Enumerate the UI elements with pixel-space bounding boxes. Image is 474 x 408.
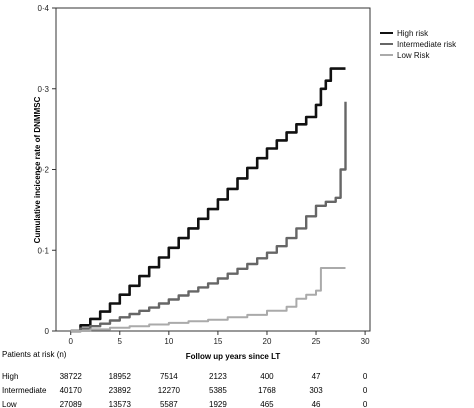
y-axis-title: Cumulative incicence rate of DNMMSC: [33, 96, 42, 243]
risk-row-label-high: High: [2, 372, 18, 381]
risk-table-title: Patients at risk (n): [2, 350, 67, 359]
risk-row-label-low: Low: [2, 400, 17, 408]
series-line-low: [70, 267, 346, 332]
risk-cell: 38722: [60, 372, 83, 381]
x-tick-label: 30: [361, 337, 370, 346]
plot-frame: [55, 7, 371, 332]
y-tick-label: 0·4: [37, 4, 49, 13]
legend-label-high: High risk: [397, 29, 429, 38]
risk-cell: 5587: [160, 400, 178, 408]
risk-cell: 5385: [209, 386, 227, 395]
risk-cells: 38722 18952 7514 2123 400 47 0 40170 23892 12270 5…: [60, 372, 368, 408]
series-line-intermediate: [70, 101, 347, 333]
x-tick-label: 10: [164, 337, 173, 346]
legend-label-intermediate: Intermediate risk: [397, 40, 457, 49]
x-tick-label: 5: [118, 337, 123, 346]
risk-cell: 47: [312, 372, 321, 381]
legend-label-low: Low Risk: [397, 51, 430, 60]
series-line-high: [70, 67, 346, 333]
risk-cell: 0: [363, 400, 368, 408]
risk-cell: 7514: [160, 372, 178, 381]
y-tick-label: 0·3: [37, 85, 49, 94]
x-tick-label: 25: [312, 337, 321, 346]
risk-cell: 46: [312, 400, 321, 408]
risk-cell: 1929: [209, 400, 227, 408]
risk-table: Patients at risk (n) High Intermediate L…: [2, 350, 368, 408]
risk-cell: 18952: [109, 372, 132, 381]
y-tick-label: 0·2: [37, 166, 49, 175]
x-tick-label: 20: [263, 337, 272, 346]
x-tick-label: 15: [213, 337, 222, 346]
y-tick-label: 0: [45, 327, 50, 336]
risk-cell: 0: [363, 386, 368, 395]
risk-cell: 23892: [109, 386, 132, 395]
risk-cell: 303: [309, 386, 323, 395]
x-tick-label: 0: [68, 337, 73, 346]
risk-cell: 0: [363, 372, 368, 381]
x-axis-title: Follow up years since LT: [186, 352, 281, 361]
risk-cell: 27089: [60, 400, 83, 408]
risk-cell: 13573: [109, 400, 132, 408]
x-axis: 0 5 10 15 20 25 30: [68, 331, 370, 346]
risk-row-label-intermediate: Intermediate: [2, 386, 47, 395]
risk-cell: 12270: [158, 386, 181, 395]
y-axis: 0 0·1 0·2 0·3 0·4: [37, 4, 56, 336]
y-tick-label: 0·1: [37, 246, 49, 255]
risk-cell: 1768: [258, 386, 276, 395]
legend: High risk Intermediate risk Low Risk: [380, 29, 457, 60]
risk-cell: 40170: [60, 386, 83, 395]
risk-cell: 465: [260, 400, 274, 408]
risk-cell: 2123: [209, 372, 227, 381]
series-layer: [70, 67, 347, 333]
risk-cell: 400: [260, 372, 274, 381]
